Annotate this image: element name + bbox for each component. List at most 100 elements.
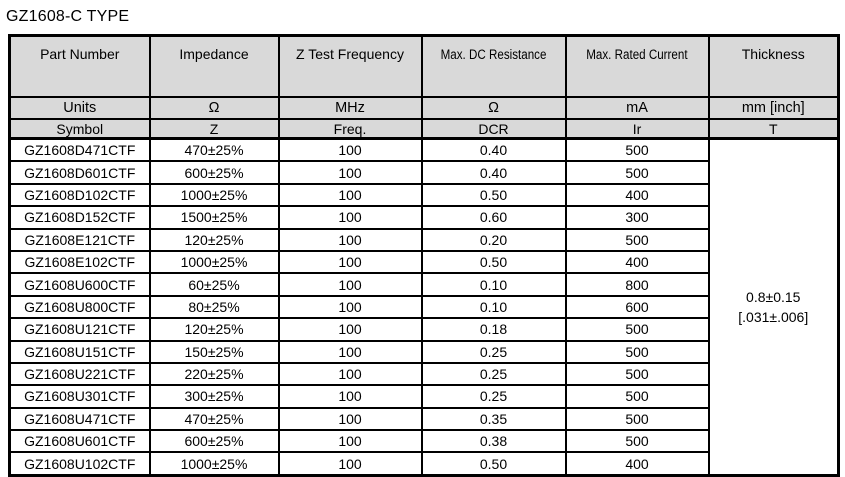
frequency-cell: 100	[277, 294, 423, 320]
impedance-cell: 470±25%	[148, 406, 280, 432]
table-body: GZ1608D471CTF 470±25% 100 0.40 500 0.8±0.15 [.…	[8, 137, 840, 477]
part-number-cell: GZ1608U301CTF	[8, 384, 151, 409]
frequency-cell: 100	[277, 137, 423, 163]
current-cell: 400	[564, 249, 710, 275]
part-number-cell: GZ1608E102CTF	[8, 249, 151, 275]
symbol-row-label: Symbol	[8, 118, 151, 140]
symbol-frequency: Freq.	[277, 118, 423, 140]
impedance-cell: 150±25%	[148, 339, 280, 364]
column-header-max-dc-resistance: Max. DC Resistance	[420, 34, 567, 98]
dcr-cell: 0.50	[420, 182, 567, 208]
frequency-cell: 100	[277, 317, 423, 342]
dcr-cell: 0.38	[420, 429, 567, 454]
frequency-cell: 100	[277, 406, 423, 432]
table-row: GZ1608U221CTF 220±25% 100 0.25 500	[8, 361, 839, 387]
column-header-z-test-frequency: Z Test Frequency	[277, 34, 423, 98]
column-header-label: Max. Rated Current	[586, 47, 688, 62]
table-row: GZ1608U800CTF 80±25% 100 0.10 600	[8, 294, 839, 320]
spec-table: Part Number Impedance Z Test Frequency M…	[8, 34, 840, 477]
part-number-cell: GZ1608D152CTF	[8, 205, 151, 230]
table-row: GZ1608U601CTF 600±25% 100 0.38 500	[8, 429, 839, 454]
column-header-label: Part Number	[40, 46, 120, 62]
current-cell: 600	[564, 294, 710, 320]
table-row: GZ1608U301CTF 300±25% 100 0.25 500	[8, 384, 839, 409]
symbol-current: Ir	[564, 118, 710, 140]
current-cell: 500	[564, 227, 710, 252]
impedance-cell: 120±25%	[148, 317, 280, 342]
table-row: GZ1608U600CTF 60±25% 100 0.10 800	[8, 272, 839, 297]
impedance-cell: 600±25%	[148, 160, 280, 185]
symbol-impedance: Z	[148, 118, 280, 140]
part-number-cell: GZ1608U601CTF	[8, 429, 151, 454]
impedance-cell: 1000±25%	[148, 451, 280, 477]
column-header-label: Thickness	[741, 46, 805, 62]
units-row: Units Ω MHz Ω mA mm [inch]	[8, 96, 840, 120]
dcr-cell: 0.50	[420, 249, 567, 275]
unit-thickness: mm [inch]	[707, 96, 840, 120]
current-cell: 800	[564, 272, 710, 297]
current-cell: 500	[564, 160, 710, 185]
part-number-cell: GZ1608U800CTF	[8, 294, 151, 320]
part-number-cell: GZ1608U121CTF	[8, 317, 151, 342]
dcr-cell: 0.18	[420, 317, 567, 342]
current-cell: 500	[564, 361, 710, 387]
current-cell: 400	[564, 451, 710, 477]
part-number-cell: GZ1608D601CTF	[8, 160, 151, 185]
units-row-label: Units	[8, 96, 151, 120]
table-row: GZ1608D471CTF 470±25% 100 0.40 500 0.8±0.15 [.…	[8, 137, 840, 477]
column-header-impedance: Impedance	[148, 34, 280, 98]
current-cell: 500	[564, 339, 710, 364]
column-header-label: Max. DC Resistance	[440, 47, 547, 62]
impedance-cell: 220±25%	[148, 361, 280, 387]
dcr-cell: 0.10	[420, 294, 567, 320]
unit-dcr: Ω	[420, 96, 567, 120]
table-row: GZ1608U102CTF 1000±25% 100 0.50 400	[8, 451, 839, 477]
impedance-cell: 80±25%	[148, 294, 280, 320]
table-row: GZ1608U121CTF 120±25% 100 0.18 500	[8, 317, 839, 342]
symbol-thickness: T	[707, 118, 840, 140]
dcr-cell: 0.20	[420, 227, 567, 252]
impedance-cell: 1000±25%	[148, 182, 280, 208]
impedance-cell: 300±25%	[148, 384, 280, 409]
dcr-cell: 0.50	[420, 451, 567, 477]
impedance-cell: 1500±25%	[148, 205, 280, 230]
part-number-cell: GZ1608U151CTF	[8, 339, 151, 364]
dcr-cell: 0.25	[420, 384, 567, 409]
column-header-label: Z Test Frequency	[296, 46, 404, 62]
unit-frequency: MHz	[277, 96, 423, 120]
frequency-cell: 100	[277, 339, 423, 364]
part-number-cell: GZ1608U471CTF	[8, 406, 151, 432]
part-number-cell: GZ1608D471CTF	[8, 137, 151, 163]
current-cell: 500	[564, 137, 710, 163]
column-header-part-number: Part Number	[8, 34, 151, 98]
frequency-cell: 100	[277, 182, 423, 208]
impedance-cell: 470±25%	[148, 137, 280, 163]
impedance-cell: 60±25%	[148, 272, 280, 297]
dcr-cell: 0.25	[420, 339, 567, 364]
frequency-cell: 100	[277, 160, 423, 185]
dcr-cell: 0.35	[420, 406, 567, 432]
table-row: GZ1608U151CTF 150±25% 100 0.25 500	[8, 339, 839, 364]
impedance-cell: 600±25%	[148, 429, 280, 454]
thickness-value-line: 0.8±0.15	[746, 288, 801, 305]
frequency-cell: 100	[277, 429, 423, 454]
column-header-label: Impedance	[179, 46, 249, 62]
impedance-cell: 120±25%	[148, 227, 280, 252]
current-cell: 500	[564, 429, 710, 454]
dcr-cell: 0.25	[420, 361, 567, 387]
table-row: GZ1608U471CTF 470±25% 100 0.35 500	[8, 406, 839, 432]
current-cell: 400	[564, 182, 710, 208]
dcr-cell: 0.40	[420, 137, 567, 163]
dcr-cell: 0.10	[420, 272, 567, 297]
current-cell: 500	[564, 317, 710, 342]
current-cell: 300	[564, 205, 710, 230]
frequency-cell: 100	[277, 205, 423, 230]
dcr-cell: 0.40	[420, 160, 567, 185]
page-title: GZ1608-C TYPE	[6, 8, 130, 25]
unit-current: mA	[564, 96, 710, 120]
column-header-thickness: Thickness	[707, 34, 840, 98]
frequency-cell: 100	[277, 361, 423, 387]
column-header-max-rated-current: Max. Rated Current	[564, 34, 710, 98]
current-cell: 500	[564, 384, 710, 409]
table-row: GZ1608D102CTF 1000±25% 100 0.50 400	[8, 182, 839, 208]
